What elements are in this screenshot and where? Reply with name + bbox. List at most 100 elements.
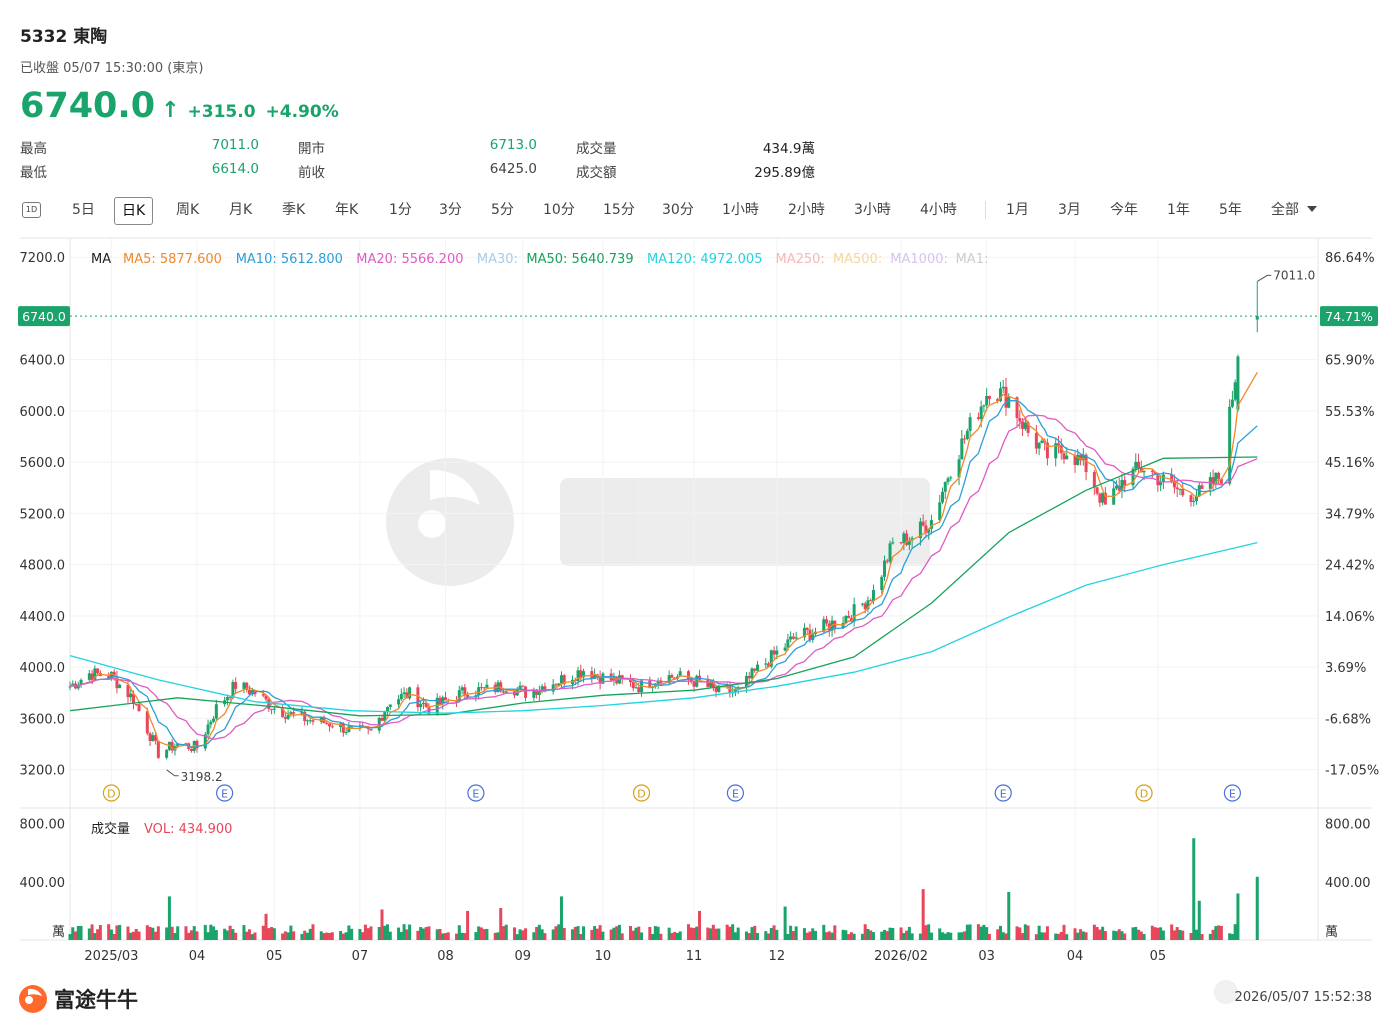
tab-range-5y[interactable]: 5年: [1219, 202, 1242, 218]
volume-bar: [1054, 933, 1058, 940]
volume-bar: [1076, 932, 1080, 940]
tab-range-1m[interactable]: 1月: [1006, 202, 1029, 218]
volume-bar: [165, 927, 169, 940]
tab-4hour[interactable]: 4小時: [920, 202, 957, 218]
candle-body: [1007, 397, 1011, 408]
volume-bar: [769, 927, 773, 940]
tab-range-3m[interactable]: 3月: [1058, 202, 1081, 218]
tab-yearly-k[interactable]: 年K: [335, 202, 359, 218]
candle-body: [1098, 493, 1102, 503]
volume-bar: [369, 926, 373, 940]
price-row: 6740.0 ↑ +315.0 +4.90%: [20, 86, 349, 126]
vol-tick-label-right: 400.00: [1325, 876, 1371, 891]
candle-body: [976, 417, 980, 419]
candle-body: [1037, 443, 1041, 449]
candle-body: [408, 687, 412, 699]
tab-daily-k[interactable]: 日K: [114, 197, 154, 225]
tab-30min[interactable]: 30分: [662, 202, 694, 218]
candle-body: [397, 699, 401, 705]
tab-weekly-k[interactable]: 周K: [176, 202, 200, 218]
candle-body: [416, 687, 420, 708]
candle-body: [1236, 356, 1240, 410]
tab-range-all[interactable]: 全部: [1267, 197, 1321, 223]
intraday-icon[interactable]: 1D: [22, 202, 41, 218]
volume-bar: [176, 926, 180, 940]
candle-body: [648, 680, 652, 689]
candle-body: [214, 704, 218, 719]
tab-5d[interactable]: 5日: [72, 202, 95, 218]
pct-tag-bg: [1320, 306, 1378, 327]
tab-quarterly-k[interactable]: 季K: [282, 202, 306, 218]
volume-bar: [1200, 934, 1204, 940]
candle-body: [637, 687, 641, 693]
candle-body: [1153, 472, 1157, 474]
tab-10min[interactable]: 10分: [543, 202, 575, 218]
ma-legend-item: MA10: 5612.800: [236, 252, 343, 267]
candle-body: [289, 712, 293, 715]
volume-bar: [267, 928, 271, 940]
volume-bar: [698, 910, 702, 940]
candle-body: [466, 695, 470, 698]
tab-5min[interactable]: 5分: [491, 202, 514, 218]
candle-body: [543, 686, 547, 692]
volume-bar: [1098, 929, 1102, 940]
volume-bar: [245, 931, 249, 940]
volume-bar: [1023, 924, 1027, 940]
volume-bar: [880, 931, 884, 940]
tab-1hour[interactable]: 1小時: [722, 202, 759, 218]
volume-bar: [667, 927, 671, 940]
volume-bar: [361, 932, 365, 940]
volume-bar: [477, 926, 481, 940]
tab-3hour[interactable]: 3小時: [854, 202, 891, 218]
tab-monthly-k[interactable]: 月K: [229, 202, 253, 218]
candle-body: [921, 521, 925, 526]
candle-body: [1120, 479, 1124, 491]
tab-range-ytd[interactable]: 今年: [1110, 202, 1138, 218]
volume-bar: [637, 926, 641, 940]
volume-bar: [341, 933, 345, 940]
candle-body: [960, 438, 964, 460]
volume-bar: [463, 933, 467, 940]
volume-bar: [192, 926, 196, 940]
ma-line-ma5: [69, 371, 1258, 751]
candle-body: [885, 560, 889, 562]
ma-legend: MA MA5: 5877.600 MA10: 5612.800 MA20: 5566.…: [91, 252, 988, 267]
volume-bar: [957, 932, 961, 940]
candle-body: [535, 689, 539, 695]
volume-bar: [968, 924, 972, 940]
candle-body: [499, 682, 503, 692]
volume-bar: [1037, 925, 1041, 940]
tab-range-1y[interactable]: 1年: [1167, 202, 1190, 218]
volume-bar: [1131, 927, 1135, 940]
y-tick-label: 6400.0: [20, 354, 66, 369]
candle-body: [206, 724, 210, 735]
pct-tick-label: -17.05%: [1325, 764, 1379, 779]
tab-15min[interactable]: 15分: [603, 202, 635, 218]
candle-body: [1103, 492, 1107, 505]
candle-body: [576, 670, 580, 682]
volume-bar: [822, 924, 826, 940]
tab-3min[interactable]: 3分: [439, 202, 462, 218]
vol-unit-left: 萬: [52, 925, 65, 940]
candle-body: [524, 686, 528, 698]
volume-bar: [283, 931, 287, 940]
x-tick-label: 05: [266, 949, 283, 964]
tab-1min[interactable]: 1分: [389, 202, 412, 218]
candle-body: [899, 542, 903, 544]
tab-2hour[interactable]: 2小時: [788, 202, 825, 218]
candle-body: [1255, 316, 1259, 320]
volume-bar: [929, 932, 933, 940]
volume-bar: [1084, 932, 1088, 940]
volume-bar: [397, 927, 401, 940]
candle-body: [554, 684, 558, 686]
candle-body: [929, 520, 933, 529]
candle-body: [93, 668, 97, 681]
event-marker-e: [216, 784, 234, 802]
candle-body: [96, 668, 100, 674]
volume-bar: [579, 934, 583, 940]
volume-bar: [775, 929, 779, 940]
candle-body: [283, 717, 287, 719]
volume-bar: [535, 926, 539, 940]
candle-body: [234, 682, 238, 689]
